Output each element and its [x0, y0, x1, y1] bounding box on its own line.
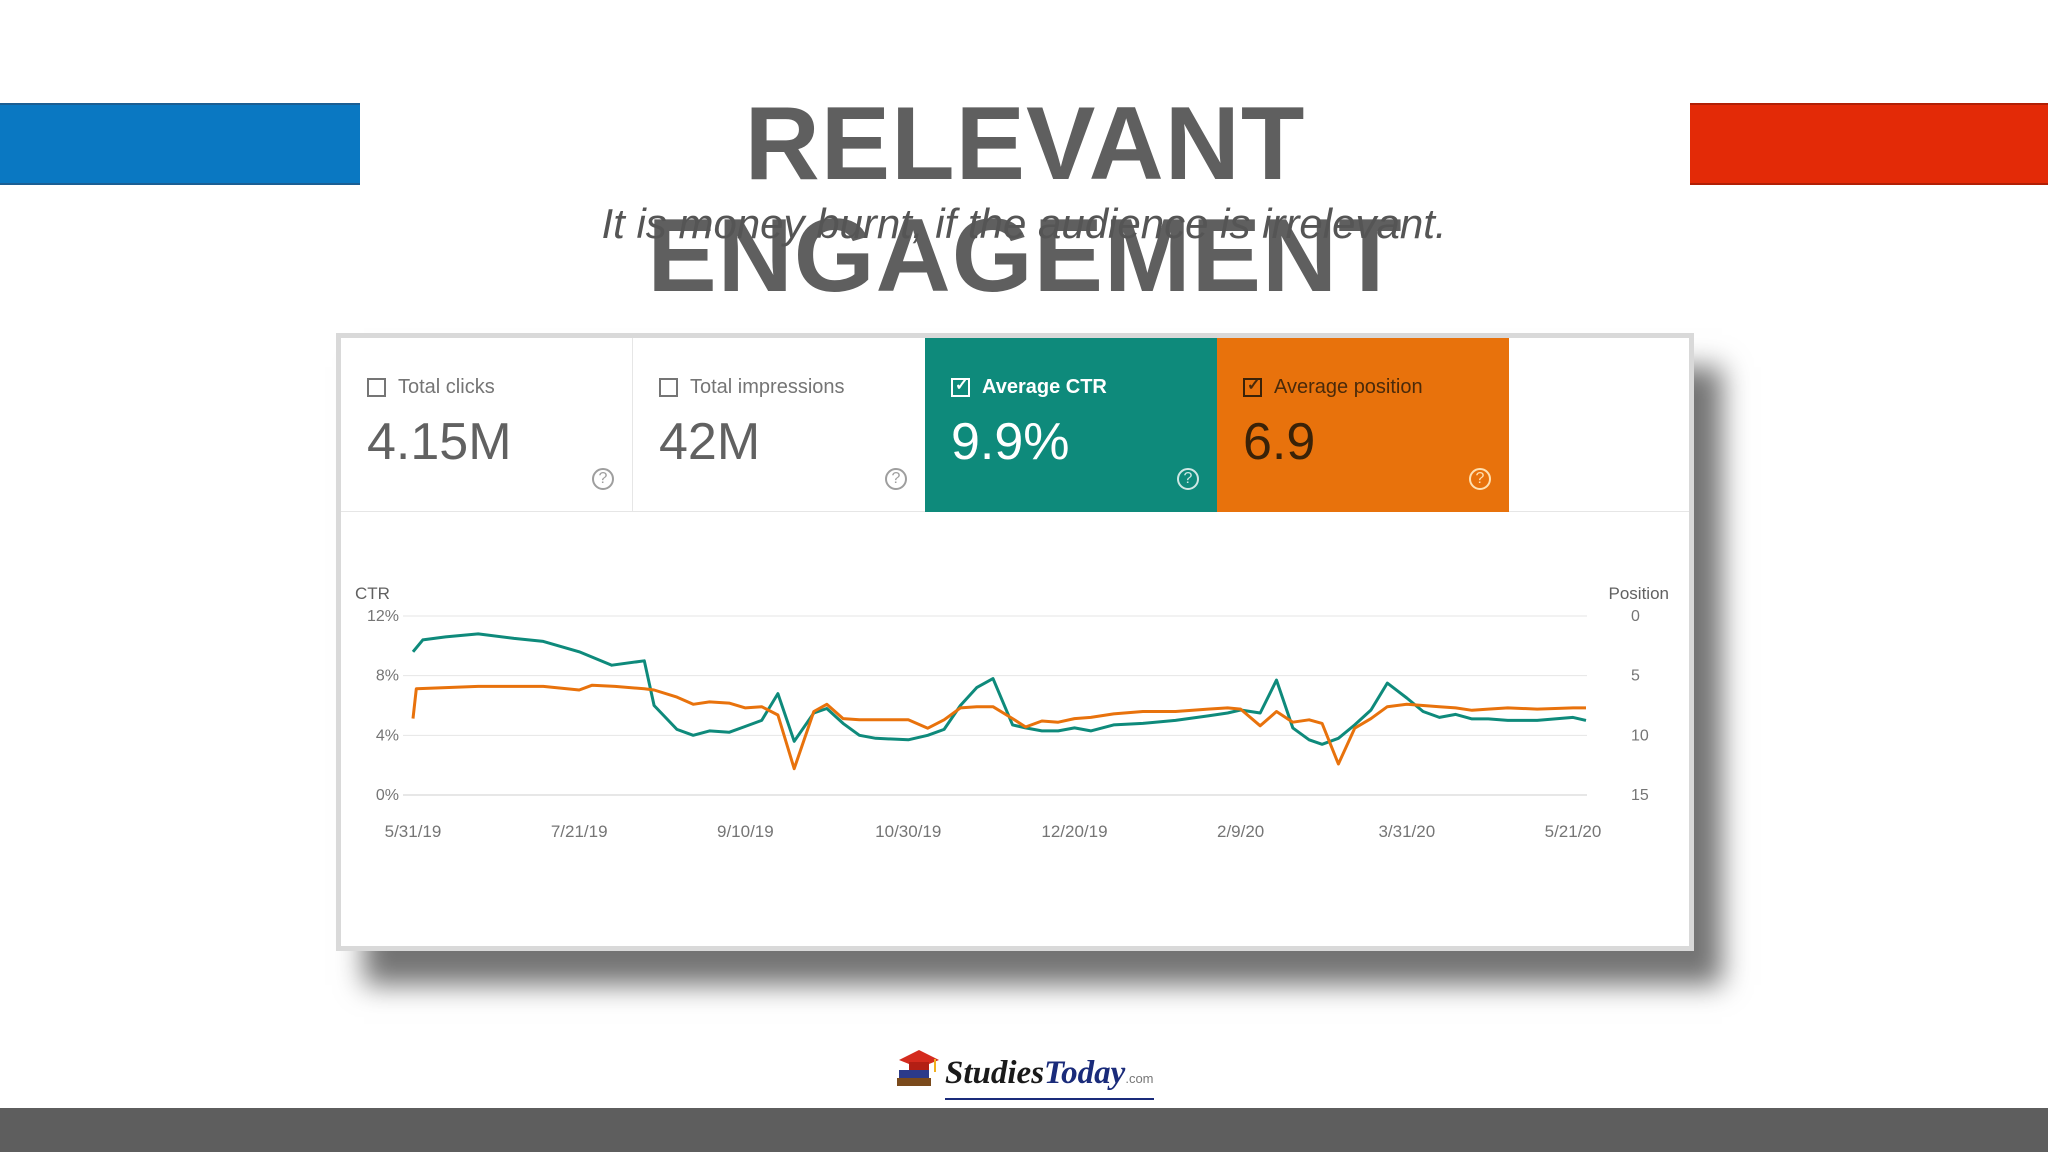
slide-title: RELEVANT ENGAGEMENT: [647, 86, 1403, 314]
left-tick-label: 8%: [376, 668, 399, 685]
x-tick-label: 7/21/19: [551, 822, 608, 841]
metric-label: Total clicks: [398, 376, 495, 398]
performance-panel: Total clicks 4.15M ? Total impressions 4…: [336, 333, 1694, 951]
left-axis-title: CTR: [355, 584, 390, 603]
x-tick-label: 10/30/19: [875, 822, 941, 841]
series-line-average-position: [411, 683, 1586, 771]
series-line-average-ctr: [411, 632, 1587, 746]
left-tick-label: 12%: [367, 608, 399, 625]
left-tick-label: 0%: [376, 787, 399, 804]
x-tick-label: 3/31/20: [1378, 822, 1435, 841]
x-tick-label: 12/20/19: [1041, 822, 1107, 841]
metric-value: 4.15M: [367, 413, 512, 471]
footer-bar: [0, 1108, 2048, 1152]
checkbox-unchecked-icon[interactable]: [659, 378, 678, 397]
right-axis-title: Position: [1609, 584, 1669, 603]
metric-value: 42M: [659, 413, 761, 471]
metric-row-filler: [1509, 338, 1689, 512]
right-accent-bar: [1690, 103, 2048, 185]
help-icon[interactable]: ?: [592, 468, 614, 490]
studiestoday-logo[interactable]: StudiesToday.com: [895, 1044, 1195, 1100]
x-tick-label: 5/31/19: [385, 822, 442, 841]
graduation-cap-icon: [897, 1050, 939, 1086]
help-icon[interactable]: ?: [1177, 468, 1199, 490]
x-tick-label: 9/10/19: [717, 822, 774, 841]
help-icon[interactable]: ?: [1469, 468, 1491, 490]
metric-card-average-position[interactable]: ✓ Average position 6.9 ?: [1217, 338, 1509, 512]
checkbox-unchecked-icon[interactable]: [367, 378, 386, 397]
right-tick-label: 10: [1631, 727, 1649, 744]
metric-card-average-ctr[interactable]: ✓ Average CTR 9.9% ?: [925, 338, 1217, 512]
metric-card-total-clicks[interactable]: Total clicks 4.15M ?: [341, 338, 633, 512]
left-accent-bar: [0, 103, 360, 185]
checkbox-checked-icon[interactable]: ✓: [951, 377, 970, 397]
metric-value: 9.9%: [951, 413, 1070, 471]
metric-label: Average position: [1274, 376, 1423, 398]
metric-label: Average CTR: [982, 376, 1107, 398]
metric-card-total-impressions[interactable]: Total impressions 42M ?: [633, 338, 925, 512]
metric-label: Total impressions: [690, 376, 845, 398]
x-tick-label: 5/21/20: [1545, 822, 1602, 841]
checkbox-checked-icon[interactable]: ✓: [1243, 377, 1262, 397]
performance-chart: CTR Position 12% 8% 4% 0% 0 5 10 15 5/31/19 7/21/19…: [355, 584, 1669, 841]
x-tick-label: 2/9/20: [1217, 822, 1264, 841]
help-icon[interactable]: ?: [885, 468, 907, 490]
slide-subtitle: It is money burnt, if the audience is ir…: [601, 200, 1447, 247]
metric-value: 6.9: [1243, 413, 1316, 471]
logo-wordmark: StudiesToday.com: [945, 1054, 1154, 1100]
left-tick-label: 4%: [376, 727, 399, 744]
right-tick-label: 0: [1631, 608, 1640, 625]
right-tick-label: 15: [1631, 787, 1649, 804]
right-tick-label: 5: [1631, 668, 1640, 685]
